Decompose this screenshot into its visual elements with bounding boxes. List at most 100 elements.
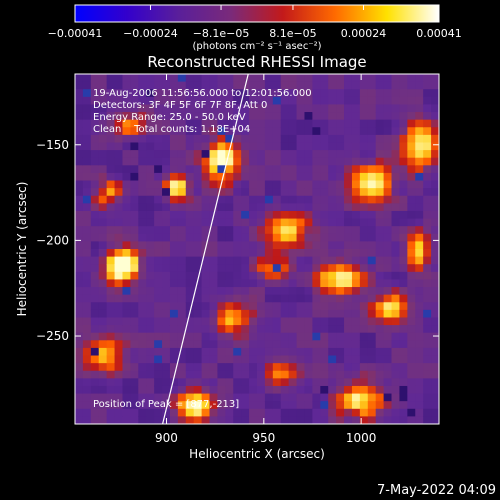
- heatmap-cell: [90, 393, 100, 402]
- heatmap-cell: [399, 287, 408, 296]
- heatmap-cell: [296, 271, 306, 281]
- heatmap-cell: [249, 325, 258, 334]
- heatmap-cell: [304, 150, 313, 159]
- heatmap-cell: [233, 233, 242, 242]
- heatmap-cell: [185, 96, 195, 106]
- heatmap-cell: [431, 347, 439, 357]
- heatmap-cell: [233, 294, 242, 303]
- heatmap-cell: [328, 347, 337, 357]
- heatmap-cell: [98, 226, 108, 235]
- heatmap-cell: [138, 134, 147, 144]
- heatmap-cell: [359, 188, 369, 197]
- heatmap-cell: [415, 279, 424, 288]
- heatmap-cell: [98, 385, 108, 395]
- heatmap-cell: [423, 180, 432, 189]
- heatmap-cell: [169, 150, 179, 159]
- heatmap-cell: [177, 81, 187, 90]
- heatmap-cell: [257, 264, 266, 273]
- heatmap-cell: [351, 325, 361, 334]
- heatmap-cell: [90, 256, 100, 265]
- heatmap-cell: [82, 96, 92, 106]
- heatmap-cell: [169, 393, 179, 402]
- heatmap-cell: [383, 385, 393, 395]
- heatmap-cell: [257, 401, 266, 410]
- heatmap-cell: [209, 226, 219, 235]
- heatmap-cell: [122, 340, 131, 349]
- heatmap-cell: [367, 249, 377, 258]
- heatmap-cell: [328, 180, 337, 189]
- heatmap-cell: [193, 241, 203, 250]
- heatmap-cell: [344, 347, 353, 357]
- heatmap-cell: [233, 241, 242, 250]
- heatmap-cell: [280, 150, 290, 159]
- heatmap-cell: [320, 74, 329, 83]
- heatmap-cell: [375, 309, 385, 319]
- heatmap-cell: [122, 157, 131, 166]
- heatmap-cell: [336, 302, 345, 311]
- heatmap-cell: [280, 271, 290, 281]
- heatmap-cell: [359, 119, 369, 128]
- heatmap-cell: [138, 157, 147, 166]
- heatmap-cell: [304, 203, 313, 212]
- heatmap-cell: [328, 233, 337, 242]
- heatmap-cell: [312, 317, 321, 326]
- heatmap-cell: [288, 249, 298, 258]
- heatmap-cell: [249, 332, 258, 341]
- heatmap-cell: [431, 119, 439, 128]
- heatmap-cell: [280, 256, 290, 265]
- heatmap-cell: [114, 302, 124, 311]
- heatmap-cell: [162, 241, 171, 250]
- heatmap-cell: [344, 89, 353, 98]
- solar-limb-line: [162, 74, 249, 424]
- heatmap-cell: [407, 271, 416, 281]
- heatmap-cell: [280, 218, 290, 227]
- heatmap-cell: [288, 119, 298, 128]
- heatmap-cell: [320, 363, 329, 372]
- heatmap-cell: [98, 355, 108, 364]
- heatmap-cell: [257, 112, 266, 121]
- heatmap-cell: [82, 385, 92, 395]
- heatmap-cell: [351, 81, 361, 90]
- heatmap-cell: [391, 188, 401, 197]
- heatmap-cell: [423, 332, 432, 341]
- heatmap-cell: [264, 264, 274, 273]
- heatmap-cell: [154, 241, 163, 250]
- heatmap-cell: [249, 317, 258, 326]
- heatmap-cell: [328, 325, 337, 334]
- heatmap-cell: [241, 74, 250, 83]
- heatmap-cell: [241, 287, 250, 296]
- heatmap-cell: [359, 287, 369, 296]
- heatmap-cell: [367, 408, 377, 417]
- heatmap-cell: [146, 74, 155, 83]
- heatmap-cell: [383, 340, 393, 349]
- heatmap-cell: [130, 165, 139, 174]
- heatmap-cell: [344, 279, 353, 288]
- heatmap-cell: [114, 401, 124, 410]
- heatmap-cell: [328, 112, 337, 121]
- heatmap-cell: [288, 317, 298, 326]
- heatmap-cell: [82, 279, 92, 288]
- heatmap-cell: [217, 249, 226, 258]
- heatmap-cell: [312, 393, 321, 402]
- heatmap-cell: [90, 385, 100, 395]
- heatmap-cell: [280, 309, 290, 319]
- heatmap-cell: [75, 233, 84, 242]
- heatmap-cell: [415, 127, 424, 136]
- heatmap-cell: [75, 325, 84, 334]
- heatmap-cell: [391, 104, 401, 113]
- heatmap-cell: [280, 325, 290, 334]
- heatmap-cell: [328, 172, 337, 182]
- heatmap-cell: [351, 249, 361, 258]
- heatmap-cell: [98, 203, 108, 212]
- heatmap-cell: [407, 96, 416, 106]
- heatmap-cell: [328, 287, 337, 296]
- heatmap-cell: [288, 370, 298, 379]
- heatmap-cell: [304, 89, 313, 98]
- heatmap-cell: [193, 81, 203, 90]
- heatmap-cell: [241, 408, 250, 417]
- heatmap-cell: [249, 218, 258, 227]
- heatmap-cell: [225, 74, 234, 83]
- heatmap-cell: [193, 416, 203, 424]
- heatmap-cell: [169, 112, 179, 121]
- heatmap-cell: [257, 332, 266, 341]
